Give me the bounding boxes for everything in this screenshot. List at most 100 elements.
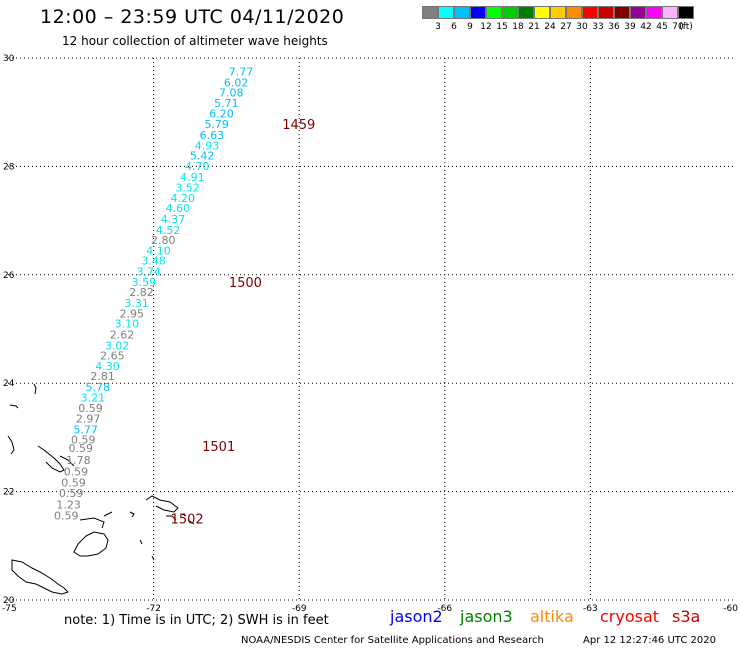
colorbar-label: 39 [624,22,636,32]
coastline-caribbean [7,383,195,595]
footer-credit: NOAA/NESDIS Center for Satellite Applica… [241,635,544,646]
swh-value: 0.59 [54,509,79,522]
lat-tick-label: 20 [3,596,15,606]
swh-value: 6.20 [209,107,234,120]
lon-tick-label: -75 [2,604,17,614]
lon-tick-label: -60 [723,604,738,614]
colorbar-label: 30 [576,22,588,32]
colorbar-swatch [534,6,550,19]
colorbar-label: 21 [528,22,540,32]
legend-s3a: s3a [672,607,701,626]
colorbar-swatch [598,6,614,19]
swh-value: 1.78 [66,454,91,467]
lon-tick-label: -72 [146,604,161,614]
swh-value: 2.95 [120,307,145,320]
swh-value: 0.59 [59,487,84,500]
lat-tick-label: 28 [3,162,15,172]
swh-value: 4.20 [170,192,195,205]
swh-value: 2.62 [110,328,135,341]
colorbar-swatch [678,6,694,19]
footer-timestamp: Apr 12 12:27:46 UTC 2020 [583,635,716,646]
colorbar-label: 18 [512,22,524,32]
swh-value: 7.08 [219,87,244,100]
lat-tick-label: 26 [3,271,15,281]
swh-value: 0.59 [78,402,103,415]
swh-value: 3.52 [175,182,200,195]
swh-value: 5.42 [190,150,215,163]
colorbar-label: 24 [544,22,556,32]
lon-tick-label: -63 [583,604,598,614]
swh-value: 1.23 [56,499,81,512]
time-label: 1502 [171,513,204,528]
colorbar-swatch [470,6,486,19]
colorbar-swatch [614,6,630,19]
swh-value: 3.48 [141,255,166,268]
swh-value: 4.30 [95,360,120,373]
colorbar-swatch [630,6,646,19]
legend-jason2: jason2 [390,607,443,626]
swh-value: 6.02 [224,76,249,89]
swh-value: 3.31 [124,297,149,310]
map-grid [8,57,736,601]
colorbar-swatch [454,6,470,19]
swh-value: 2.97 [76,412,101,425]
time-labels: 1459 1500 1501 1502 [171,118,316,528]
swh-value: 4.37 [161,213,186,226]
page-subtitle: 12 hour collection of altimeter wave hei… [62,34,328,48]
legend-cryosat: cryosat [600,607,660,626]
swh-value: 4.10 [146,244,171,257]
time-label: 1501 [202,440,235,455]
swh-value: 4.93 [195,139,220,152]
colorbar-label: 27 [560,22,572,32]
colorbar-swatch [646,6,662,19]
lon-tick-label: -66 [437,604,452,614]
colorbar-swatch [566,6,582,19]
colorbar-label: 6 [451,22,457,32]
swh-value: 4.60 [166,202,191,215]
colorbar-label: 12 [480,22,492,32]
time-label: 1459 [282,118,315,133]
footer-note: note: 1) Time is in UTC; 2) SWH is in fe… [64,613,329,628]
swh-value: 3.21 [81,391,106,404]
swh-value: 0.59 [69,442,94,455]
swh-value: 2.82 [129,286,154,299]
swh-value: 5.77 [73,423,98,436]
legend-jason3: jason3 [460,607,513,626]
colorbar-label: 33 [592,22,604,32]
swh-value: 7.77 [229,66,254,79]
swh-value: 2.65 [100,350,125,363]
swh-value: 2.81 [90,370,115,383]
swh-value: 4.70 [185,160,210,173]
satellite-track: 7.776.027.085.716.205.796.634.935.424.70… [54,66,253,523]
swh-value: 6.63 [200,129,225,142]
colorbar-swatch [502,6,518,19]
colorbar-swatch [438,6,454,19]
swh-value: 5.79 [204,118,229,131]
longitude-axis: -75 -72 -69 -66 -63 -60 [2,604,738,614]
colorbar-swatch [662,6,678,19]
latitude-axis: 30 28 26 24 22 20 [3,54,15,606]
swh-value: 0.59 [61,476,86,489]
colorbar-unit: (ft) [679,22,693,32]
swh-value: 3.59 [132,276,157,289]
colorbar-label: 70 [672,22,684,32]
swh-value: 3.74 [136,266,161,279]
swh-value: 2.80 [151,234,176,247]
colorbar-swatch [550,6,566,19]
colorbar-swatch [486,6,502,19]
colorbar-label: 36 [608,22,620,32]
swh-value: 3.10 [115,318,140,331]
colorbar-label: 9 [467,22,473,32]
swh-value: 5.78 [86,381,111,394]
lat-tick-label: 30 [3,54,15,64]
colorbar-label: 42 [640,22,652,32]
lat-tick-label: 22 [3,488,14,498]
colorbar-swatch [518,6,534,19]
swh-value: 0.59 [71,434,96,447]
swh-value: 5.71 [214,97,239,110]
swh-value: 4.91 [180,171,205,184]
swh-value: 0.59 [64,466,89,479]
lon-tick-label: -69 [292,604,307,614]
